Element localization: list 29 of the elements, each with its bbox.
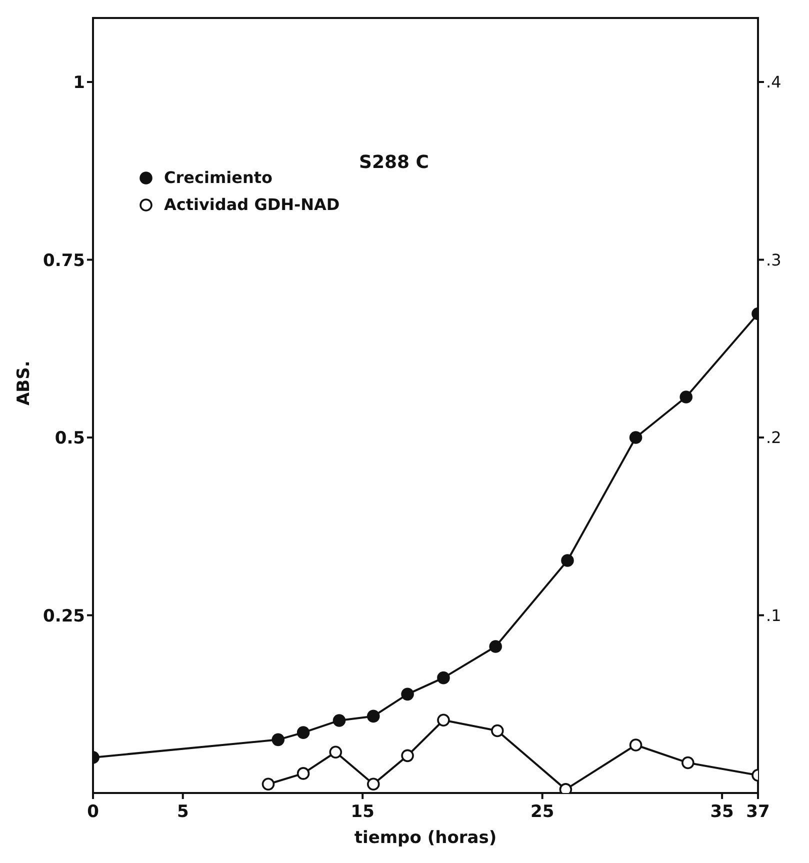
x-tick-label: 0 <box>87 802 100 822</box>
point <box>401 688 414 701</box>
point <box>629 431 642 444</box>
x-tick-label: 37 <box>746 802 770 822</box>
y-tick-label: 0.5 <box>54 428 85 449</box>
y-tick-label: 1 <box>73 73 85 94</box>
point <box>437 671 450 684</box>
point <box>489 640 502 653</box>
x-axis-title: tiempo (horas) <box>354 828 497 848</box>
point <box>680 390 693 404</box>
y2-tick-label: .2 <box>766 428 782 448</box>
x-tick-label: 5 <box>176 802 189 822</box>
y2-tick-label: .1 <box>766 606 782 625</box>
point <box>296 726 310 739</box>
point <box>272 733 285 746</box>
x-tick-label: 35 <box>710 802 734 822</box>
y2-tick-label: .3 <box>766 250 782 270</box>
point <box>561 554 574 567</box>
x-tick-label: 15 <box>350 802 374 822</box>
annotation: S288 C <box>359 152 430 173</box>
point <box>366 710 380 723</box>
legend-label: Crecimiento <box>164 168 272 187</box>
y-tick-label: 0.75 <box>43 250 85 271</box>
y-axis-title: ABS. <box>14 360 34 406</box>
x-tick-label: 25 <box>530 802 554 822</box>
y-tick-label: 0.25 <box>43 606 85 626</box>
y2-tick-label: .4 <box>766 72 782 92</box>
legend-label: Actividad GDH-NAD <box>164 195 340 214</box>
point <box>332 714 346 727</box>
